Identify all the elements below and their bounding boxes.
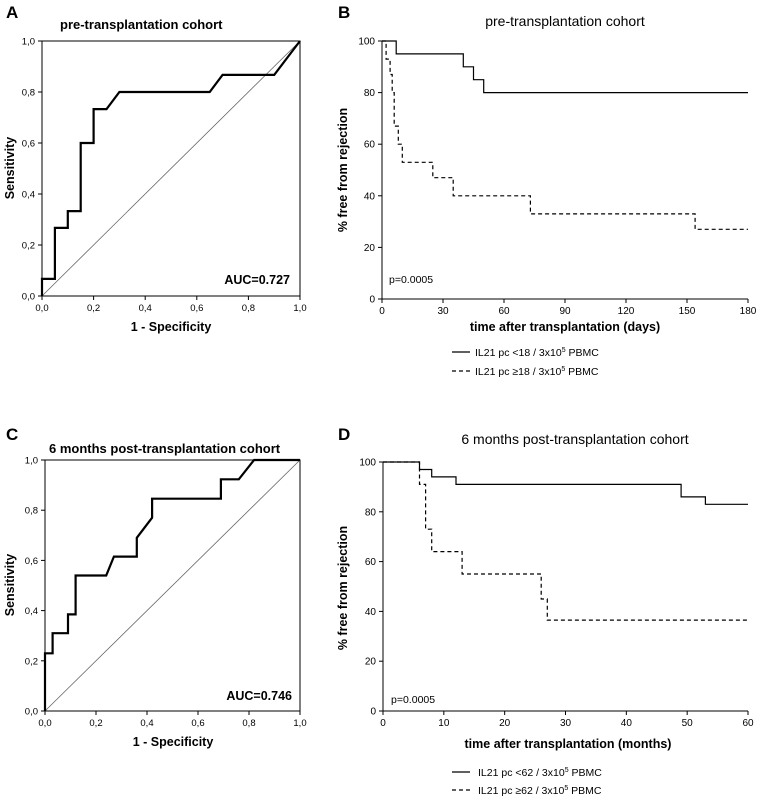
- panel-a-ylabel: Sensitivity: [3, 137, 17, 200]
- panel-b-xtick-label: 180: [740, 306, 757, 317]
- panel-b-xtick-label: 60: [498, 306, 510, 317]
- panel-d-series-solid: [383, 461, 748, 505]
- panel-b-series-solid: [382, 40, 748, 94]
- panel-a-xtick-label: 0,6: [190, 303, 203, 314]
- panel-d-legend: IL21 pc <62 / 3x105 PBMC IL21 pc ≥62 / 3…: [452, 767, 602, 797]
- panel-a-ytick-label: 0,0: [22, 292, 35, 303]
- panel-a-roc: A pre-transplantation cohort AUC=0.727 1…: [3, 3, 307, 334]
- panel-d-xtick-label: 60: [742, 718, 754, 729]
- panel-c-ytick-label: 0,8: [25, 506, 38, 517]
- panel-a-xtick-label: 0,4: [139, 303, 152, 314]
- panel-a-auc: AUC=0.727: [224, 273, 290, 287]
- panel-b-km: B pre-transplantation cohort p=0.0005 ti…: [336, 3, 757, 378]
- panel-b-xtick-label: 120: [618, 306, 635, 317]
- panel-d-ytick-label: 60: [365, 557, 377, 568]
- panel-b-legend-label-2: IL21 pc ≥18 / 3x105 PBMC: [475, 366, 599, 378]
- panel-d-xtick-label: 30: [560, 718, 572, 729]
- panel-c-xtick-label: 0,2: [89, 718, 102, 729]
- panel-b-ylabel: % free from rejection: [336, 108, 350, 232]
- panel-d-ytick-label: 80: [365, 507, 377, 518]
- panel-c-ytick-label: 0,2: [25, 656, 38, 667]
- panel-d-ytick-label: 100: [359, 458, 376, 469]
- panel-c-xtick-label: 0,4: [140, 718, 153, 729]
- panel-c-ytick-label: 0,6: [25, 556, 38, 567]
- panel-b-ytick-label: 0: [369, 295, 375, 306]
- panel-b-xtick-label: 30: [437, 306, 449, 317]
- panel-b-title: pre-transplantation cohort: [485, 13, 645, 29]
- panel-c-xtick-label: 1,0: [293, 718, 306, 729]
- panel-c-xtick-label: 0,0: [38, 718, 51, 729]
- panel-a-reference-diagonal: [41, 40, 301, 297]
- panel-b-series-dashed: [382, 40, 748, 230]
- panel-a-xtick-label: 0,8: [242, 303, 255, 314]
- panel-c-ytick-label: 0,0: [25, 707, 38, 718]
- panel-b-xlabel: time after transplantation (days): [470, 320, 660, 334]
- panel-b-pvalue: p=0.0005: [389, 274, 433, 286]
- panel-a-title: pre-transplantation cohort: [60, 17, 223, 32]
- panel-d-xtick-label: 50: [682, 718, 694, 729]
- panel-c-auc: AUC=0.746: [226, 689, 292, 703]
- panel-c-xtick-label: 0,6: [191, 718, 204, 729]
- panel-c-ylabel: Sensitivity: [3, 554, 17, 617]
- panel-d-ytick-label: 40: [365, 607, 377, 618]
- panel-b-ytick-label: 100: [358, 37, 375, 48]
- panel-a-xtick-label: 0,2: [87, 303, 100, 314]
- panel-d-xtick-label: 40: [621, 718, 633, 729]
- panel-d-legend-label-2: IL21 pc ≥62 / 3x105 PBMC: [478, 785, 602, 797]
- panel-c-ytick-label: 0,4: [25, 606, 38, 617]
- panel-b-xtick-label: 0: [379, 306, 385, 317]
- panel-d-pvalue: p=0.0005: [391, 694, 435, 706]
- panel-b-ytick-label: 40: [364, 191, 376, 202]
- panel-a-ytick-label: 0,8: [22, 88, 35, 99]
- panel-a-ytick-label: 0,2: [22, 241, 35, 252]
- panel-b-ytick-label: 20: [364, 243, 376, 254]
- panel-d-series-dashed: [383, 461, 748, 621]
- panel-d-xlabel: time after transplantation (months): [465, 737, 672, 751]
- panel-a-letter: A: [6, 3, 18, 22]
- panel-c-frame: [44, 459, 301, 712]
- panel-b-ytick-label: 60: [364, 140, 376, 151]
- panel-a-ytick-label: 1,0: [22, 37, 35, 48]
- panel-c-ytick-label: 1,0: [25, 456, 38, 467]
- panel-a-roc-curve: [40, 40, 301, 296]
- panel-b-ytick-label: 80: [364, 88, 376, 99]
- panel-d-legend-label-1: IL21 pc <62 / 3x105 PBMC: [478, 767, 602, 779]
- panel-c-reference-diagonal: [44, 459, 301, 712]
- panel-b-legend-label-1: IL21 pc <18 / 3x105 PBMC: [475, 347, 599, 359]
- panel-d-ytick-label: 0: [370, 707, 376, 718]
- panel-a-xtick-label: 0,0: [35, 303, 48, 314]
- panel-a-ytick-label: 0,4: [22, 190, 35, 201]
- panel-d-xtick-label: 10: [438, 718, 450, 729]
- panel-c-roc: C 6 months post-transplantation cohort A…: [3, 425, 307, 749]
- panel-d-ylabel: % free from rejection: [336, 526, 350, 650]
- panel-b-xtick-label: 150: [679, 306, 696, 317]
- panel-a-xtick-label: 1,0: [293, 303, 306, 314]
- panel-d-letter: D: [338, 425, 350, 444]
- panel-b-letter: B: [338, 3, 350, 22]
- panel-a-frame: [41, 40, 301, 297]
- panel-a-ytick-label: 0,6: [22, 139, 35, 150]
- panel-c-xlabel: 1 - Specificity: [133, 735, 214, 749]
- panel-c-roc-curve: [43, 458, 300, 711]
- panel-d-xtick-label: 0: [380, 718, 386, 729]
- panel-c-xtick-label: 0,8: [242, 718, 255, 729]
- panel-c-letter: C: [6, 425, 18, 444]
- panel-b-legend: IL21 pc <18 / 3x105 PBMC IL21 pc ≥18 / 3…: [452, 347, 599, 378]
- panel-a-xlabel: 1 - Specificity: [131, 320, 212, 334]
- panel-d-xtick-label: 20: [499, 718, 511, 729]
- panel-d-km: D 6 months post-transplantation cohort p…: [336, 425, 754, 797]
- panel-d-title: 6 months post-transplantation cohort: [461, 431, 688, 447]
- panel-b-xtick-label: 90: [559, 306, 571, 317]
- panel-d-ytick-label: 20: [365, 657, 377, 668]
- panel-c-title: 6 months post-transplantation cohort: [49, 441, 281, 456]
